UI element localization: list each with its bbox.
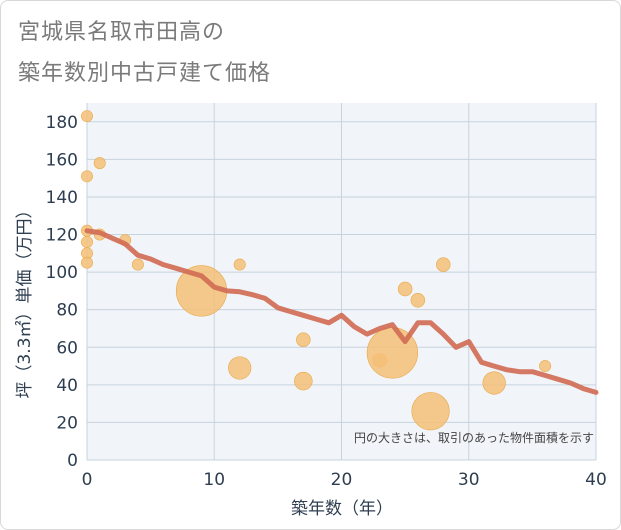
data-bubble xyxy=(410,293,426,308)
data-bubble xyxy=(81,236,93,248)
data-bubble xyxy=(81,256,93,269)
x-tick-label: 10 xyxy=(203,470,225,490)
y-tick-label: 160 xyxy=(46,150,78,170)
data-bubble xyxy=(131,258,144,271)
chart-title-line2: 築年数別中古戸建て価格 xyxy=(18,61,272,86)
data-bubble xyxy=(233,258,246,271)
y-tick-label: 80 xyxy=(56,301,78,321)
data-bubble xyxy=(81,110,93,123)
x-tick-label: 30 xyxy=(458,470,480,490)
data-bubble xyxy=(436,257,451,272)
y-axis-label: 坪（3.3㎡）単価（万円） xyxy=(15,201,35,398)
chart-title-line1: 宮城県名取市田高の xyxy=(18,20,226,45)
data-bubble xyxy=(397,281,413,297)
x-tick-label: 40 xyxy=(585,470,607,490)
x-tick-label: 20 xyxy=(331,470,353,490)
y-tick-label: 20 xyxy=(56,413,78,433)
x-tick-label: 0 xyxy=(82,470,93,490)
data-bubble xyxy=(81,170,93,183)
data-bubble xyxy=(93,157,106,170)
data-bubble xyxy=(296,332,311,347)
y-tick-label: 40 xyxy=(56,376,78,396)
trend-line xyxy=(84,228,599,395)
data-bubble xyxy=(411,392,450,431)
y-tick-label: 60 xyxy=(56,338,78,358)
y-tick-label: 180 xyxy=(46,113,78,133)
data-bubble xyxy=(539,360,552,373)
data-bubble xyxy=(482,371,506,395)
y-tick-label: 0 xyxy=(67,451,78,471)
bubble-size-note: 円の大きさは、取引のあった物件面積を示す xyxy=(354,430,594,445)
data-bubble xyxy=(294,371,313,391)
y-tick-label: 120 xyxy=(46,226,78,246)
x-axis-label: 築年数（年） xyxy=(291,499,393,519)
y-tick-label: 100 xyxy=(46,263,78,283)
y-tick-label: 140 xyxy=(46,188,78,208)
data-bubble xyxy=(228,356,252,380)
